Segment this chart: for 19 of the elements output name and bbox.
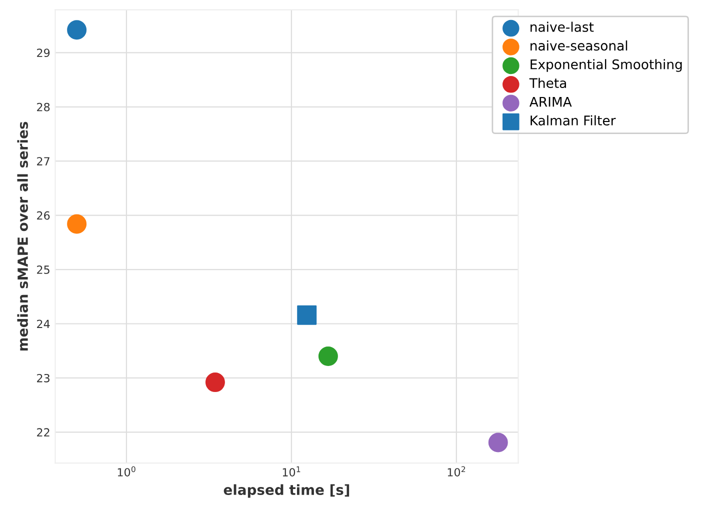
y-tick-label: 29	[37, 48, 50, 58]
x-tick-label: 10$^{1}$	[282, 466, 300, 476]
legend-label: Exponential Smoothing	[530, 59, 682, 72]
legend-label: naive-last	[530, 22, 594, 32]
y-tick-label: 28	[37, 102, 50, 112]
x-tick-label: 10$^{0}$	[118, 466, 136, 476]
legend-label: ARIMA	[529, 96, 572, 107]
y-tick-label: 26	[37, 211, 50, 220]
legend-label: naive-seasonal	[530, 40, 628, 51]
legend-label: Theta	[529, 78, 566, 88]
y-tick-label: 22	[37, 428, 50, 436]
y-tick-label: 23	[37, 374, 50, 382]
legend-label: Kalman Filter	[530, 115, 616, 126]
x-axis-title: elapsed time [s]	[224, 484, 350, 498]
y-tick-label: 25	[37, 266, 50, 274]
y-axis-title: median sMAPE over all series	[17, 122, 28, 351]
y-tick-label: 27	[37, 157, 50, 166]
y-tick-label: 24	[37, 320, 50, 328]
x-tick-label: 10$^{2}$	[448, 466, 466, 476]
